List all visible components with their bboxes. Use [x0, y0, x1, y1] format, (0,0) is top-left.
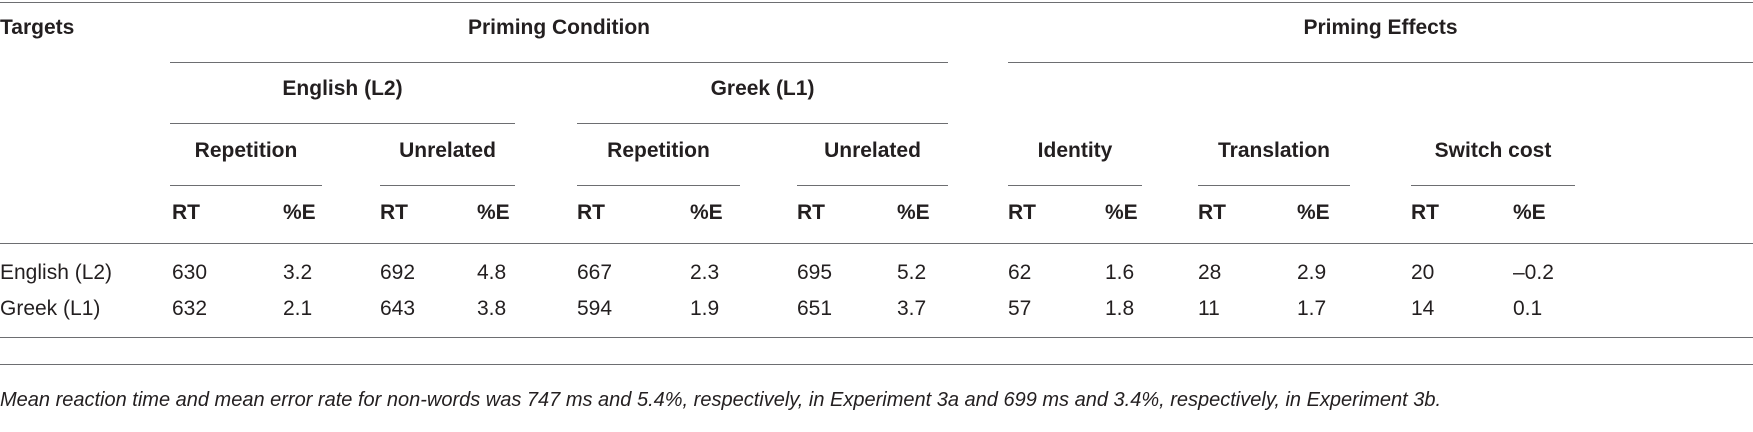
cell: 11	[1198, 297, 1220, 320]
cell: 2.3	[690, 261, 720, 284]
table-note: Mean reaction time and mean error rate f…	[0, 389, 1442, 411]
condition-header: Repetition	[607, 139, 710, 162]
subgroup-header: Greek (L1)	[710, 77, 815, 100]
rule	[0, 337, 1753, 338]
cell: 57	[1008, 297, 1032, 320]
cell: 2.9	[1297, 261, 1327, 284]
column-header: RT	[797, 201, 825, 224]
condition-header: Unrelated	[399, 139, 496, 162]
column-header: %E	[1513, 201, 1546, 224]
cell: 3.8	[477, 297, 507, 320]
column-header: RT	[1411, 201, 1439, 224]
column-header: RT	[577, 201, 605, 224]
column-header: %E	[897, 201, 930, 224]
cell: 632	[172, 297, 208, 320]
rule	[577, 185, 740, 186]
cell: 594	[577, 297, 613, 320]
cell: 643	[380, 297, 416, 320]
column-header: %E	[1297, 201, 1330, 224]
cell: 1.9	[690, 297, 720, 320]
rule	[380, 185, 515, 186]
cell: 28	[1198, 261, 1222, 284]
cell: 692	[380, 261, 416, 284]
condition-header: Identity	[1037, 139, 1113, 162]
cell: 20	[1411, 261, 1435, 284]
row-label: English (L2)	[0, 261, 113, 284]
condition-header: Unrelated	[824, 139, 921, 162]
rule	[0, 243, 1753, 244]
rule	[170, 185, 322, 186]
rule	[170, 123, 515, 124]
rule	[170, 62, 948, 63]
rule	[577, 123, 948, 124]
cell: 62	[1008, 261, 1032, 284]
cell: 1.8	[1105, 297, 1135, 320]
group-header: Priming Condition	[468, 16, 650, 39]
column-header: %E	[283, 201, 316, 224]
condition-header: Repetition	[194, 139, 298, 162]
cell: 667	[577, 261, 613, 284]
cell: 14	[1411, 297, 1435, 320]
column-header: %E	[690, 201, 723, 224]
cell: 0.1	[1513, 297, 1543, 320]
rule	[1411, 185, 1575, 186]
rule	[1198, 185, 1350, 186]
rule	[1008, 62, 1753, 63]
cell: 2.1	[283, 297, 313, 320]
rule	[1008, 185, 1142, 186]
condition-header: Switch cost	[1434, 139, 1552, 162]
column-header: %E	[1105, 201, 1138, 224]
column-header: RT	[380, 201, 408, 224]
cell: 5.2	[897, 261, 927, 284]
cell: 3.2	[283, 261, 313, 284]
cell: –0.2	[1513, 261, 1554, 284]
column-header: RT	[1008, 201, 1036, 224]
cell: 4.8	[477, 261, 507, 284]
cell: 651	[797, 297, 833, 320]
cell: 695	[797, 261, 833, 284]
cell: 1.6	[1105, 261, 1135, 284]
rule	[0, 364, 1753, 365]
condition-header: Translation	[1217, 139, 1331, 162]
header-targets: Targets	[0, 16, 75, 39]
row-label: Greek (L1)	[0, 297, 101, 320]
rule	[0, 2, 1753, 3]
subgroup-header: English (L2)	[282, 77, 403, 100]
group-header: Priming Effects	[1303, 16, 1458, 39]
rule	[797, 185, 948, 186]
column-header: %E	[477, 201, 510, 224]
cell: 1.7	[1297, 297, 1327, 320]
cell: 630	[172, 261, 208, 284]
cell: 3.7	[897, 297, 927, 320]
column-header: RT	[172, 201, 200, 224]
column-header: RT	[1198, 201, 1226, 224]
